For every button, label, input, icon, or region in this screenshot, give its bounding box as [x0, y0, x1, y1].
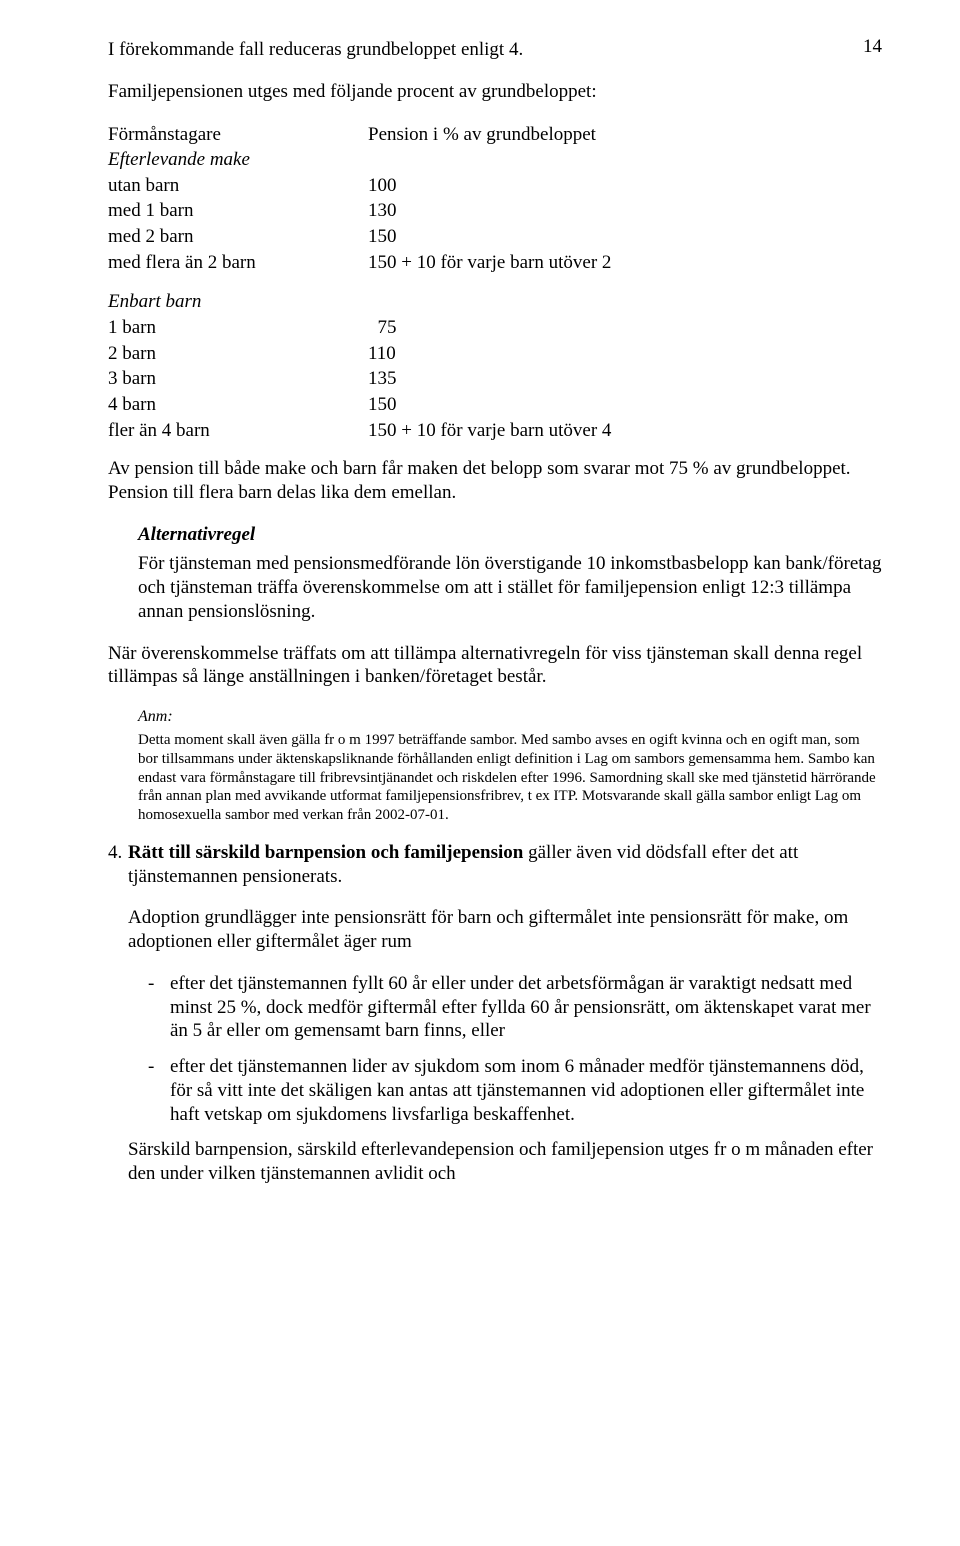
anm-label: Anm: [138, 707, 882, 727]
table-cell: 150 [368, 224, 882, 250]
list-item: - efter det tjänstemannen fyllt 60 år el… [148, 972, 882, 1043]
body-paragraph: Av pension till både make och barn får m… [108, 457, 882, 505]
table-cell: 135 [368, 366, 882, 392]
list-item-text: efter det tjänstemannen lider av sjukdom… [170, 1055, 882, 1126]
alternativregel-body: För tjänsteman med pensionsmedförande lö… [138, 552, 882, 623]
table-cell: med 2 barn [108, 224, 368, 250]
section-4-body-block: Adoption grundlägger inte pensionsrätt f… [128, 906, 882, 1186]
alternativregel-block: Alternativregel För tjänsteman med pensi… [138, 523, 882, 624]
document-page: 14 I förekommande fall reduceras grundbe… [0, 0, 960, 1546]
bullet-dash-icon: - [148, 1055, 170, 1079]
table-cell: 2 barn [108, 341, 368, 367]
table-cell: 100 [368, 173, 882, 199]
table-cell: 1 barn [108, 315, 368, 341]
anm-block: Anm: Detta moment skall även gälla fr o … [138, 707, 882, 825]
list-item-text: efter det tjänstemannen fyllt 60 år elle… [170, 972, 882, 1043]
pension-table-barn: Enbart barn 1 barn 75 2 barn 110 3 barn … [108, 289, 882, 443]
section-4-text: Rätt till särskild barnpension och famil… [128, 841, 882, 889]
pension-table-make: Förmånstagare Pension i % av grundbelopp… [108, 122, 882, 276]
bullet-dash-icon: - [148, 972, 170, 996]
table-header-left: Förmånstagare [108, 122, 368, 148]
body-paragraph: Särskild barnpension, särskild efterleva… [128, 1138, 882, 1186]
intro-paragraph-2: Familjepensionen utges med följande proc… [108, 80, 882, 104]
table-cell: 75 [368, 315, 882, 341]
section-4-lead: Rätt till särskild barnpension och famil… [128, 842, 523, 863]
table-cell: 150 + 10 för varje barn utöver 2 [368, 250, 882, 276]
anm-body: Detta moment skall även gälla fr o m 199… [138, 731, 882, 825]
page-number: 14 [863, 36, 882, 58]
table-cell: 150 [368, 392, 882, 418]
table-subhead: Efterlevande make [108, 147, 368, 173]
body-paragraph: När överenskommelse träffats om att till… [108, 642, 882, 690]
alternativregel-heading: Alternativregel [138, 523, 882, 547]
table-header-right: Pension i % av grundbeloppet [368, 122, 882, 148]
table-cell: 110 [368, 341, 882, 367]
section-4-number: 4. [108, 841, 128, 865]
body-paragraph: Adoption grundlägger inte pensionsrätt f… [128, 906, 882, 954]
intro-paragraph-1: I förekommande fall reduceras grundbelop… [108, 38, 882, 62]
table-cell: utan barn [108, 173, 368, 199]
table-cell: 4 barn [108, 392, 368, 418]
table-cell: fler än 4 barn [108, 418, 368, 444]
list-item: - efter det tjänstemannen lider av sjukd… [148, 1055, 882, 1126]
section-4-heading: 4. Rätt till särskild barnpension och fa… [108, 841, 882, 889]
table-cell: med 1 barn [108, 198, 368, 224]
table-cell: med flera än 2 barn [108, 250, 368, 276]
table-cell: 3 barn [108, 366, 368, 392]
table-subhead: Enbart barn [108, 289, 368, 315]
bullet-list: - efter det tjänstemannen fyllt 60 år el… [148, 972, 882, 1127]
table-cell: 150 + 10 för varje barn utöver 4 [368, 418, 882, 444]
table-cell: 130 [368, 198, 882, 224]
